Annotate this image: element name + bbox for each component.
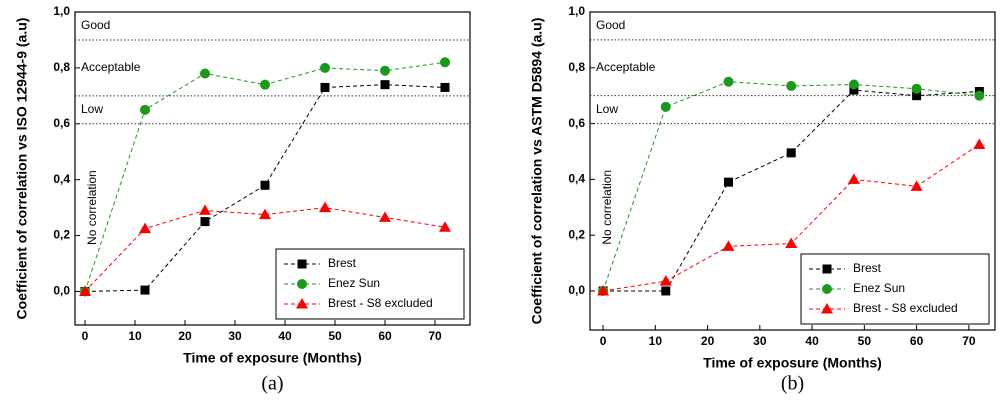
marker: [140, 104, 150, 115]
marker: [140, 285, 150, 295]
x-tick-label: 50: [328, 329, 342, 343]
annotation: Good: [81, 18, 110, 32]
chart: 0,0 0,2 0,4 0,6 0,8 1,0 0 10 20 30 40 50 60 70 Good Acc…: [529, 4, 996, 395]
y-tick-label: 0,6: [53, 116, 70, 130]
marker: [260, 79, 270, 90]
x-tick-label: 30: [228, 329, 242, 343]
legend-marker: [822, 284, 832, 294]
marker: [659, 275, 672, 286]
marker: [259, 208, 271, 220]
y-tick-label: 0,4: [568, 172, 585, 186]
legend-label: Brest - S8 excluded: [328, 296, 433, 310]
annotation: Good: [596, 18, 625, 32]
legend-marker: [297, 259, 307, 269]
marker: [847, 173, 860, 184]
marker: [661, 286, 671, 296]
x-tick-label: 10: [128, 329, 142, 343]
marker: [319, 201, 331, 213]
annotation: No correlation: [600, 170, 614, 245]
marker: [380, 65, 390, 76]
plot-frame: [589, 11, 996, 331]
y-tick-label: 1,0: [53, 4, 70, 18]
legend-label: Enez Sun: [853, 281, 905, 295]
x-axis-label: Time of exposure (Months): [703, 355, 882, 371]
y-tick-label: 1,0: [568, 4, 585, 18]
marker: [379, 211, 391, 222]
marker: [79, 285, 91, 296]
marker: [849, 85, 859, 95]
y-tick-label: 0,2: [53, 228, 70, 242]
y-axis-label: Coefficient of correlation vs ASTM D5894…: [529, 18, 545, 325]
marker: [722, 240, 735, 251]
legend-marker: [821, 303, 833, 314]
annotation: Low: [596, 102, 618, 116]
marker: [200, 68, 210, 79]
marker: [597, 284, 610, 296]
legend-label: Brest: [328, 256, 357, 270]
marker: [320, 82, 330, 92]
marker: [260, 180, 270, 190]
legend-marker: [296, 298, 308, 309]
x-tick-label: 30: [753, 334, 767, 348]
annotation: No correlation: [85, 170, 99, 245]
marker: [911, 83, 922, 94]
marker: [723, 76, 734, 87]
y-tick-label: 0,8: [53, 60, 70, 74]
marker: [139, 222, 151, 234]
marker: [785, 237, 798, 249]
marker: [439, 221, 451, 232]
x-tick-label: 20: [178, 329, 192, 343]
x-tick-label: 50: [858, 334, 872, 348]
marker: [848, 79, 859, 90]
plot-frame: [74, 11, 471, 326]
legend-label: Brest - S8 excluded: [853, 301, 958, 315]
x-tick-label: 60: [378, 329, 392, 343]
annotation: Acceptable: [81, 60, 141, 74]
y-tick-label: 0,4: [53, 172, 70, 186]
legend-marker: [822, 264, 832, 274]
y-tick-label: 0,8: [568, 60, 585, 74]
marker: [440, 82, 450, 92]
y-tick-label: 0,0: [568, 283, 585, 297]
marker: [660, 101, 671, 112]
marker: [912, 91, 922, 101]
caption: (b): [781, 373, 804, 395]
annotation: Acceptable: [596, 60, 656, 74]
legend-label: Enez Sun: [328, 276, 380, 290]
marker: [786, 80, 797, 91]
y-axis-label: Coefficient of correlation vs ISO 12944-…: [14, 18, 30, 320]
y-tick-label: 0,2: [568, 227, 585, 241]
marker: [723, 177, 733, 187]
x-tick-label: 70: [962, 334, 976, 348]
marker: [440, 57, 450, 68]
annotation: Low: [81, 102, 103, 116]
legend-label: Brest: [853, 261, 882, 275]
y-tick-label: 0,6: [568, 116, 585, 130]
x-tick-label: 0: [82, 329, 89, 343]
marker: [200, 217, 210, 227]
marker: [380, 80, 390, 90]
caption: (a): [261, 373, 283, 395]
marker: [973, 138, 986, 149]
marker: [974, 90, 985, 101]
chart: 0,0 0,2 0,4 0,6 0,8 1,0 0 10 20 30 40 50 60 70 Good Acc…: [14, 4, 471, 395]
x-tick-label: 40: [805, 334, 819, 348]
marker: [199, 204, 211, 215]
y-tick-label: 0,0: [53, 284, 70, 298]
x-tick-label: 0: [600, 334, 607, 348]
x-tick-label: 20: [701, 334, 715, 348]
x-tick-label: 40: [278, 329, 292, 343]
marker: [320, 62, 330, 73]
marker: [786, 148, 796, 158]
legend-marker: [297, 279, 307, 289]
x-tick-label: 70: [428, 329, 442, 343]
x-tick-label: 10: [649, 334, 663, 348]
marker: [910, 180, 923, 191]
x-axis-label: Time of exposure (Months): [183, 350, 362, 366]
x-tick-label: 60: [910, 334, 924, 348]
